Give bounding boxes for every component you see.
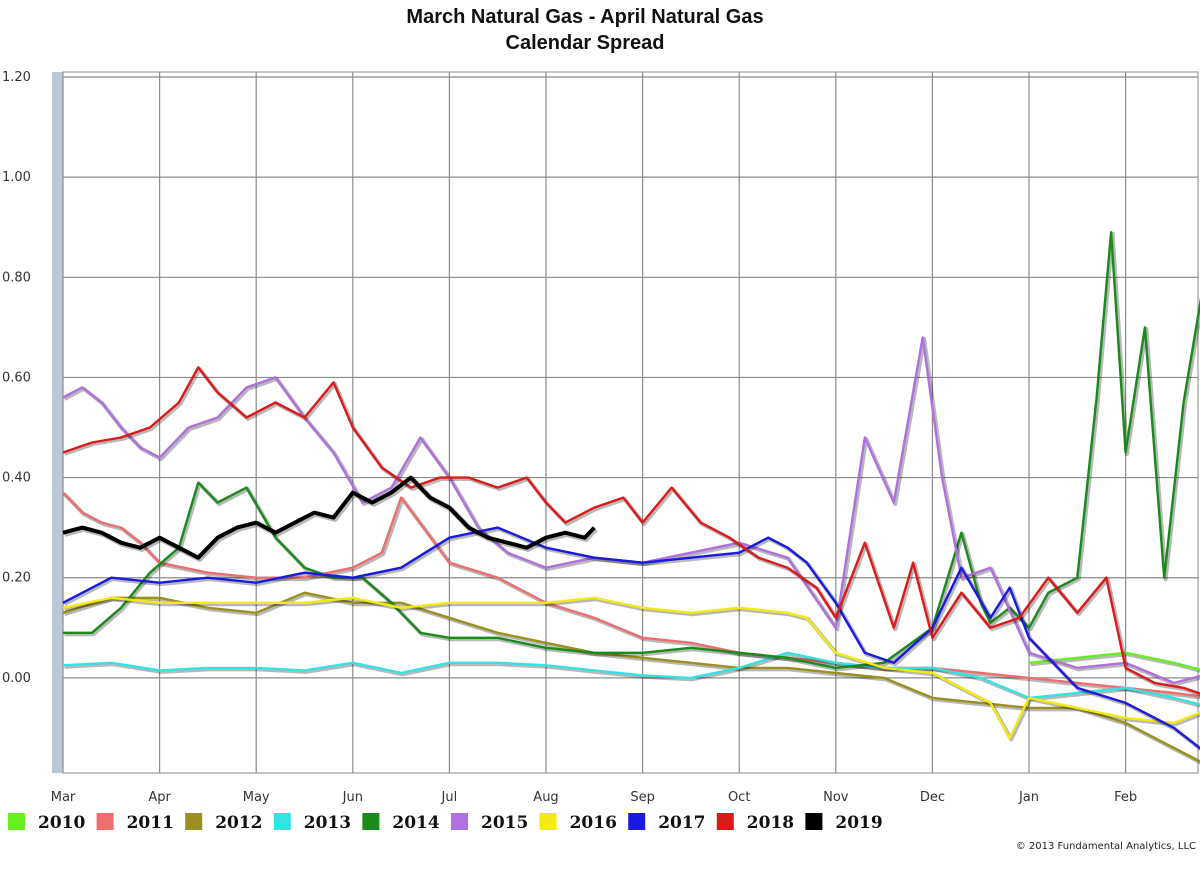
legend-label: 2010 xyxy=(38,813,85,833)
series-group xyxy=(62,230,1200,765)
y-tick-label: 0.00 xyxy=(2,671,31,686)
legend-item-2019[interactable]: 2019 xyxy=(805,813,883,833)
axis-range-bar xyxy=(52,72,63,773)
axes: Mar Apr May Jun Jul Aug Sep Oct Nov Dec Jan Feb 1.20… xyxy=(2,70,1137,805)
legend-swatch xyxy=(539,813,557,830)
y-tick-label: 0.20 xyxy=(2,571,31,586)
legend-item-2014[interactable]: 2014 xyxy=(362,813,440,833)
x-tick-label: May xyxy=(243,790,270,805)
y-tick-label: 0.80 xyxy=(2,270,31,285)
x-tick-label: Aug xyxy=(533,790,558,805)
legend-label: 2013 xyxy=(304,813,351,833)
x-tick-label: Mar xyxy=(51,790,76,805)
legend-swatch xyxy=(805,813,823,830)
legend-item-2015[interactable]: 2015 xyxy=(451,813,528,833)
legend-item-2012[interactable]: 2012 xyxy=(185,813,263,833)
legend-item-2011[interactable]: 2011 xyxy=(96,813,174,833)
series-line-2016 xyxy=(62,596,1200,740)
x-tick-label: Sep xyxy=(630,790,655,805)
series-line-2018 xyxy=(62,366,1200,695)
legend-label: 2018 xyxy=(747,813,794,833)
legend-swatch xyxy=(185,813,203,830)
legend-item-2016[interactable]: 2016 xyxy=(539,813,617,833)
x-tick-label: Oct xyxy=(728,790,750,805)
x-tick-label: Jul xyxy=(441,790,458,805)
series-line-2010 xyxy=(1028,651,1200,671)
y-tick-label: 1.00 xyxy=(2,170,31,185)
legend-label: 2019 xyxy=(835,813,882,833)
series-line-2019 xyxy=(62,475,596,560)
legend[interactable]: 2010 2011 2012 2013 2014 2015 2016 2017 2018 2019 xyxy=(8,813,883,833)
legend-swatch xyxy=(273,813,291,830)
series-shadow-2016 xyxy=(64,597,1200,742)
y-tick-label: 1.20 xyxy=(2,70,31,85)
x-tick-label: Apr xyxy=(148,790,171,805)
legend-item-2018[interactable]: 2018 xyxy=(716,813,794,833)
credit-text: © 2013 Fundamental Analytics, LLC xyxy=(1016,841,1196,852)
chart-subtitle: Calendar Spread xyxy=(506,32,665,54)
series-line-2017 xyxy=(62,526,1200,750)
x-tick-label: Feb xyxy=(1114,790,1137,805)
legend-swatch xyxy=(96,813,114,830)
legend-swatch xyxy=(716,813,734,830)
legend-item-2013[interactable]: 2013 xyxy=(273,813,351,833)
series-shadow-2012 xyxy=(63,592,1200,765)
legend-label: 2014 xyxy=(392,813,439,833)
legend-label: 2017 xyxy=(658,813,705,833)
series-shadow-2014 xyxy=(64,231,1200,672)
x-tick-label: Nov xyxy=(823,790,849,805)
legend-swatch xyxy=(8,813,25,830)
y-tick-label: 0.60 xyxy=(2,370,31,385)
y-tick-label: 0.40 xyxy=(2,471,31,486)
x-tick-label: Jan xyxy=(1018,790,1039,805)
legend-swatch xyxy=(628,813,646,830)
legend-swatch xyxy=(451,813,468,830)
legend-swatch xyxy=(362,813,380,830)
legend-item-2010[interactable]: 2010 xyxy=(8,813,85,833)
x-tick-label: Jun xyxy=(342,790,363,805)
legend-label: 2015 xyxy=(481,813,528,833)
series-line-2012 xyxy=(62,591,1200,763)
legend-label: 2016 xyxy=(570,813,617,833)
legend-item-2017[interactable]: 2017 xyxy=(628,813,706,833)
legend-label: 2012 xyxy=(215,813,262,833)
x-tick-label: Dec xyxy=(920,790,945,805)
legend-label: 2011 xyxy=(127,813,174,833)
chart-title: March Natural Gas - April Natural Gas xyxy=(406,6,763,28)
series-line-2014 xyxy=(63,230,1200,670)
